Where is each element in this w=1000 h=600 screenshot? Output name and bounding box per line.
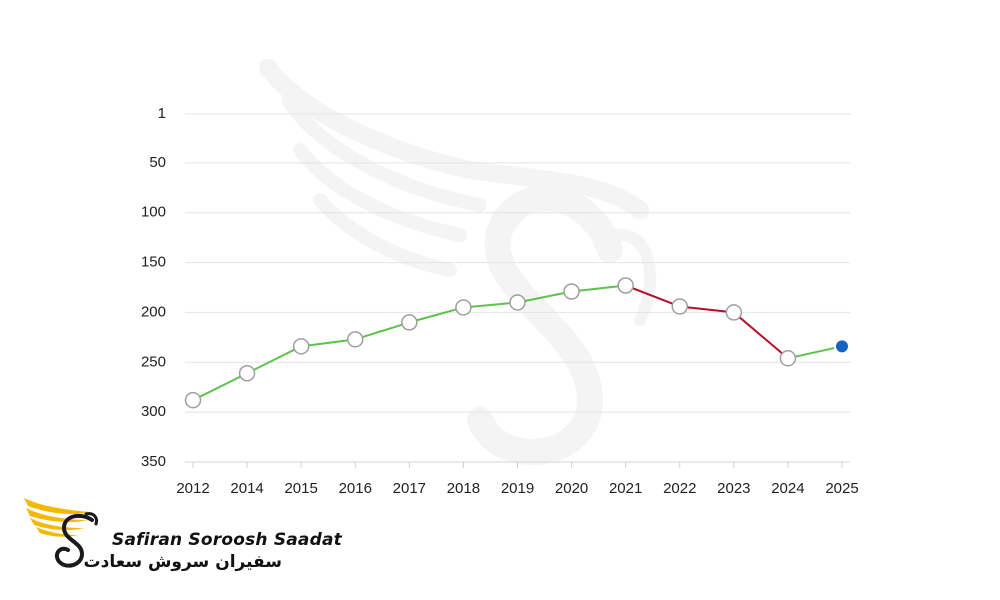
y-tick-label: 200	[141, 303, 166, 320]
y-tick-label: 1	[158, 105, 166, 122]
series-segment	[462, 301, 519, 309]
wing-logo-icon	[24, 498, 98, 568]
point-layer	[184, 277, 850, 409]
series-layer	[192, 284, 843, 402]
x-tick-label: 2016	[339, 480, 372, 497]
series-segment	[354, 321, 411, 341]
latest-data-point[interactable]	[834, 338, 850, 355]
watermark-logo-icon	[259, 59, 657, 465]
series-segment	[246, 345, 303, 375]
x-tick-label: 2025	[825, 480, 858, 497]
data-point[interactable]	[563, 283, 580, 300]
x-tick-label: 2022	[663, 480, 696, 497]
x-tick-label: 2017	[393, 480, 426, 497]
data-point[interactable]	[238, 365, 256, 382]
series-segment	[192, 372, 249, 402]
x-tick-label: 2012	[176, 480, 209, 497]
x-tick-label: 2019	[501, 480, 534, 497]
data-point[interactable]	[671, 298, 688, 315]
series-segment	[678, 305, 735, 314]
data-point[interactable]	[725, 304, 743, 321]
x-tick-label: 2015	[284, 480, 317, 497]
data-point[interactable]	[617, 277, 634, 294]
data-point[interactable]	[509, 294, 526, 311]
series-segment	[300, 338, 357, 348]
x-tick-label: 2020	[555, 480, 588, 497]
series-segment	[786, 345, 843, 360]
y-tick-label: 150	[141, 254, 166, 271]
data-point[interactable]	[779, 350, 797, 367]
data-point[interactable]	[401, 314, 418, 331]
brand-logo: Safiran Soroosh Saadat سفیران سروش سعادت	[20, 494, 342, 580]
series-segment	[516, 290, 573, 304]
data-point[interactable]	[292, 338, 310, 355]
series-segment	[570, 284, 627, 293]
x-tick-label: 2023	[717, 480, 750, 497]
y-tick-label: 50	[149, 154, 166, 171]
data-point[interactable]	[455, 299, 472, 316]
data-point[interactable]	[184, 391, 202, 409]
data-point[interactable]	[347, 331, 364, 348]
series-segment	[408, 306, 465, 324]
x-tick-label: 2018	[447, 480, 480, 497]
brand-name-fa: سفیران سروش سعادت	[83, 552, 282, 572]
x-tick-label: 2024	[771, 480, 804, 497]
y-tick-label: 250	[141, 353, 166, 370]
brand-name-en: Safiran Soroosh Saadat	[112, 530, 342, 550]
y-tick-label: 300	[141, 403, 166, 420]
series-segment	[624, 284, 681, 308]
y-tick-label: 100	[141, 204, 166, 221]
y-tick-label: 350	[141, 453, 166, 470]
x-tick-label: 2014	[230, 480, 263, 497]
series-segment	[732, 311, 789, 360]
x-tick-label: 2021	[609, 480, 642, 497]
